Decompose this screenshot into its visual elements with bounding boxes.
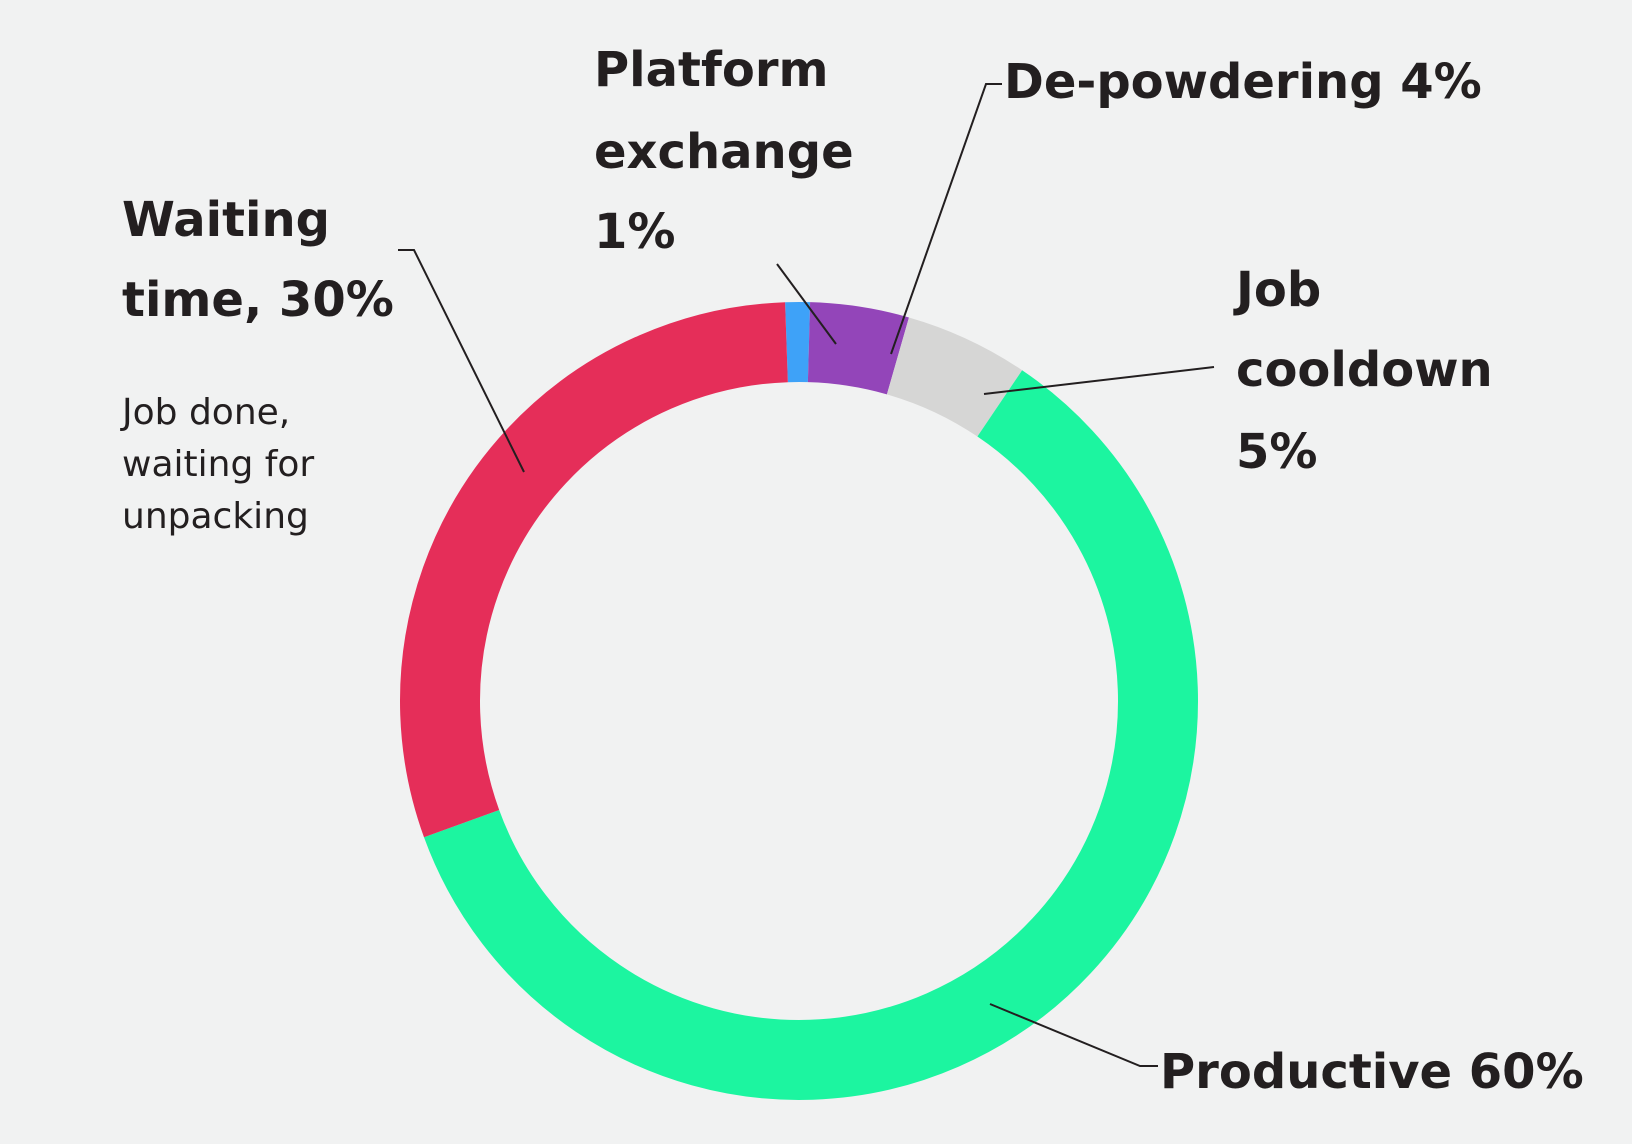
- leader-waiting-time: [398, 249, 525, 473]
- label-waiting-time: Waiting time, 30%: [122, 192, 394, 328]
- donut-slices: [399, 301, 1198, 1100]
- label-productive: Productive 60%: [1160, 1044, 1584, 1100]
- slice-waiting-time: [399, 301, 1198, 1100]
- label-de-powdering: De-powdering 4%: [1004, 54, 1482, 110]
- slice-productive: [399, 301, 1198, 1100]
- note-waiting-time: Job done, waiting for unpacking: [120, 392, 326, 537]
- leader-de-powdering: [890, 83, 1002, 355]
- leader-platform-exchange: [776, 263, 837, 345]
- leader-productive: [989, 1003, 1158, 1067]
- label-job-cooldown: Job cooldown 5%: [1233, 262, 1509, 480]
- leader-job-cooldown: [983, 366, 1215, 395]
- label-platform-exchange: Platform exchange 1%: [594, 42, 870, 260]
